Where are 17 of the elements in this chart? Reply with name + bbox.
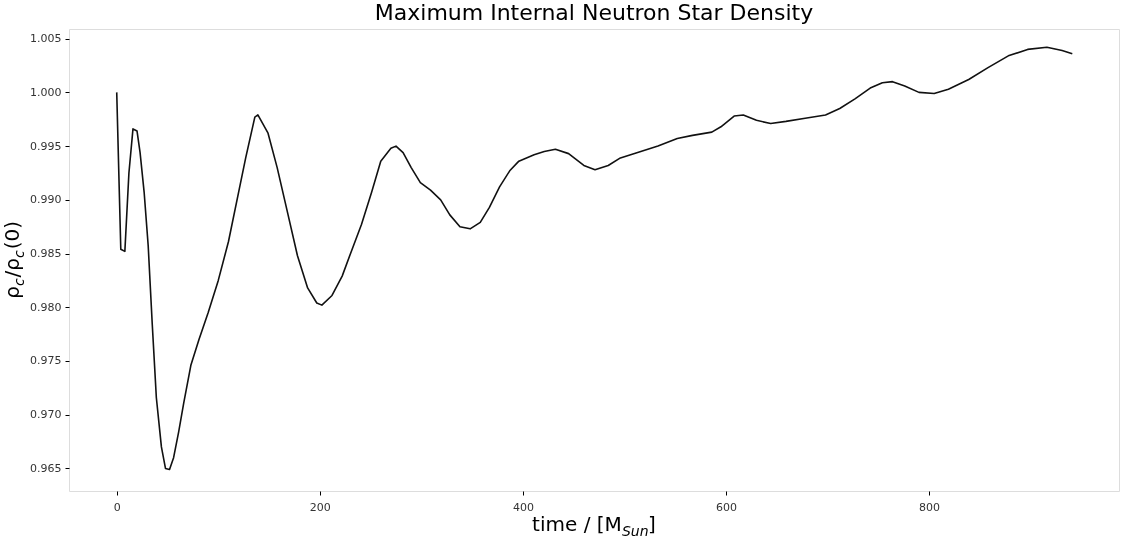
y-tick-label: 1.005 [30,32,62,46]
y-axis-title: ρc/ρc(0) [0,220,27,299]
x-tick-label: 200 [309,500,331,514]
chart-title: Maximum Internal Neutron Star Density [374,0,814,25]
x-tick-label: 800 [919,500,941,514]
x-tick-label: 0 [113,500,121,514]
y-tick-label: 0.965 [30,461,62,475]
x-tick-label: 400 [512,500,534,514]
y-tick-label: 0.975 [30,354,62,368]
y-tick-label: 1.000 [30,85,62,99]
y-tick-label: 0.985 [30,247,62,261]
y-tick-label: 0.995 [30,139,62,153]
y-tick-label: 0.990 [30,193,62,207]
y-tick-label: 0.980 [30,300,62,314]
y-tick-label: 0.970 [30,408,62,422]
line-series [115,46,1074,471]
x-tick-label: 600 [716,500,738,514]
